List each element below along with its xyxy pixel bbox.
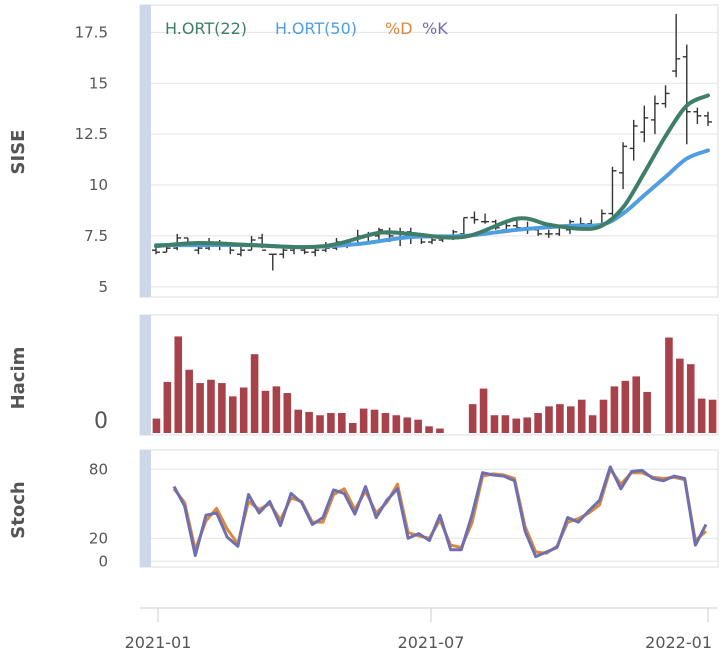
volume-bar	[577, 399, 586, 433]
price-tick-label: 17.5	[75, 23, 108, 41]
volume-bar	[196, 383, 204, 433]
chart-legend: H.ORT(22) H.ORT(50) %D %K	[165, 19, 448, 38]
volume-bar	[316, 415, 324, 433]
volume-bar	[327, 413, 335, 433]
stoch-tick-label: 80	[89, 460, 108, 478]
volume-bar	[708, 399, 717, 433]
legend-d[interactable]: %D	[385, 19, 413, 38]
volume-bar	[250, 354, 259, 433]
volume-bar	[643, 391, 651, 433]
x-tick-label: 2021-01	[125, 633, 192, 652]
price-panel-strip	[140, 5, 151, 297]
stoch-panel-strip	[140, 450, 151, 567]
stoch-tick-label: 20	[89, 529, 108, 547]
price-tick-label: 15	[89, 74, 108, 92]
volume-bar	[381, 413, 390, 433]
volume-bar	[588, 415, 597, 433]
volume-bar	[152, 418, 161, 433]
volume-ylabel: Hacim	[8, 347, 29, 410]
volume-bar	[665, 337, 673, 433]
volume-bar	[403, 417, 412, 433]
price-panel-frame	[139, 4, 719, 298]
volume-bar	[425, 426, 433, 433]
x-axis: 2021-01 2021-07 2022-01	[125, 607, 718, 652]
volume-panel: Hacim 0	[8, 314, 719, 436]
volume-panel-strip	[140, 315, 151, 435]
volume-bar	[305, 411, 313, 433]
volume-bar	[348, 423, 357, 433]
volume-bar	[545, 406, 553, 433]
volume-bar	[228, 396, 237, 433]
volume-bar	[338, 413, 346, 433]
volume-bar	[479, 388, 488, 433]
volume-bar	[632, 376, 641, 433]
volume-bar	[697, 398, 706, 433]
stoch-tick-label: 0	[98, 552, 108, 570]
volume-bar	[261, 390, 270, 433]
volume-bar	[556, 404, 564, 433]
volume-bar	[185, 369, 193, 433]
volume-bar	[207, 379, 215, 433]
volume-bars	[152, 336, 717, 433]
price-tick-label: 10	[89, 176, 108, 194]
volume-bar	[534, 413, 542, 433]
volume-bar	[621, 380, 630, 433]
volume-bar	[218, 383, 226, 433]
volume-zero-label: 0	[94, 409, 108, 434]
price-tick-label: 5	[98, 278, 108, 296]
volume-bar	[468, 404, 477, 433]
volume-panel-frame	[139, 314, 719, 436]
volume-bar	[174, 336, 183, 433]
x-tick-label: 2021-07	[398, 633, 465, 652]
price-tick-labels: 5 7.5 10 12.5 15 17.5	[75, 23, 108, 295]
volume-bar	[501, 415, 510, 433]
volume-bar	[359, 408, 368, 433]
volume-bar	[490, 415, 499, 433]
volume-bar	[239, 387, 248, 433]
legend-ort50[interactable]: H.ORT(50)	[275, 19, 357, 38]
price-ohlc-bars	[152, 14, 712, 271]
volume-bar	[512, 418, 521, 433]
legend-ort22[interactable]: H.ORT(22)	[165, 19, 247, 38]
volume-bar	[436, 428, 444, 433]
stoch-k-line	[172, 465, 708, 559]
price-ylabel: SISE	[8, 130, 29, 175]
volume-bar	[163, 381, 172, 433]
price-panel: 5 7.5 10 12.5 15 17.5 SISE H.ORT(22) H.ORT(50…	[8, 4, 719, 298]
volume-bar	[566, 406, 575, 433]
volume-bar	[676, 358, 684, 433]
stoch-ylabel: Stoch	[8, 481, 29, 538]
volume-bar	[414, 419, 422, 433]
ort22-line	[154, 93, 710, 250]
ort50-line	[154, 148, 710, 250]
volume-bar	[283, 393, 292, 433]
legend-k[interactable]: %K	[422, 19, 448, 38]
stoch-tick-labels: 0 20 80	[89, 460, 108, 570]
stoch-panel-frame	[139, 449, 719, 568]
volume-bar	[686, 364, 695, 433]
volume-bar	[523, 417, 531, 433]
volume-bar	[370, 409, 379, 433]
volume-bar	[272, 386, 281, 433]
price-tick-label: 12.5	[75, 125, 108, 143]
price-tick-label: 7.5	[84, 227, 108, 245]
x-tick-label: 2022-01	[645, 633, 712, 652]
volume-bar	[599, 399, 608, 433]
volume-bar	[610, 386, 619, 433]
x-tick-labels: 2021-01 2021-07 2022-01	[125, 608, 712, 652]
volume-bar	[392, 415, 401, 433]
stoch-grid	[151, 468, 718, 562]
volume-bar	[294, 409, 303, 433]
stoch-panel: 0 20 80 Stoch	[8, 449, 719, 570]
price-grid	[151, 31, 718, 288]
